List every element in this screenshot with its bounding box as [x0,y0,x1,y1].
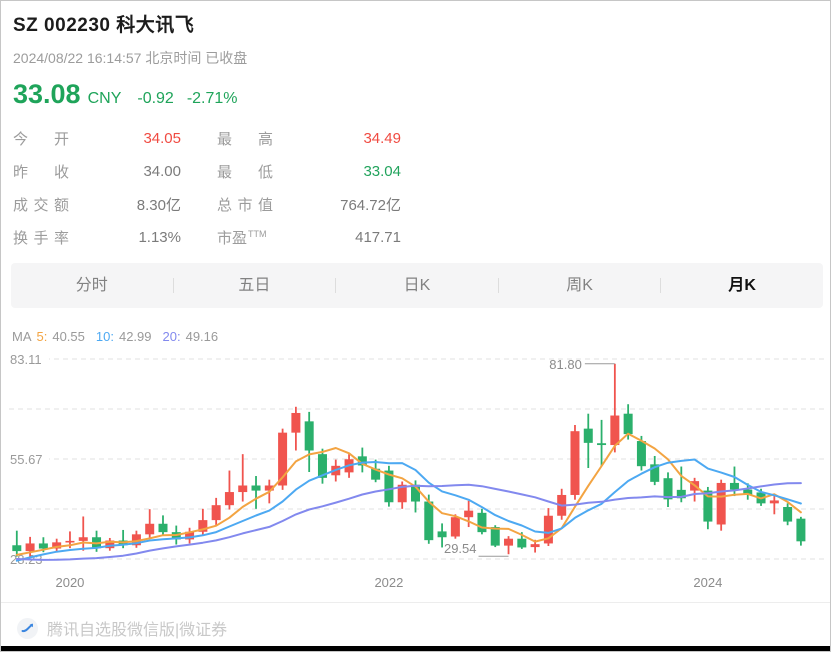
tab-divider [335,278,337,293]
stat-value-high: 34.49 [363,130,401,147]
tab-monthly-k[interactable]: 月K [728,277,756,294]
svg-text:81.80: 81.80 [549,357,582,372]
footer-brand-text: 腾讯自选股微信版|微证券 [47,622,228,639]
stat-value-market-cap: 764.72亿 [340,197,401,214]
svg-text:2020: 2020 [55,575,84,590]
ma20-key: 20: [162,329,181,344]
tab-daily-k[interactable]: 日K [403,277,431,294]
tab-divider [497,278,499,293]
chart-panel: MA 5: 40.55 10: 42.99 20: 49.16 83.11 55.… [1,326,831,602]
price-change-percent: -2.71% [186,90,238,107]
tab-minute[interactable]: 分时 [75,277,108,294]
ma-legend-prefix: MA [12,329,32,344]
stat-value-prev-close: 34.00 [143,163,181,180]
stat-value-low: 33.04 [363,163,401,180]
svg-text:83.11: 83.11 [10,352,42,367]
ma5-key: 5: [36,329,48,344]
ma10-key: 10: [95,329,114,344]
current-quote: 33.08 CNY -0.92 -2.71% [13,79,238,110]
svg-text:2024: 2024 [693,575,722,590]
stat-label-high: 最高 [217,131,273,148]
stat-value-turnover-amount: 8.30亿 [136,197,181,214]
stat-label-turnover-amount: 成交额 [13,197,69,214]
chart-period-tabbar: 分时 五日 日K 周K 月K [11,263,823,308]
stat-label-turnover-rate: 换手率 [13,230,69,247]
stat-label-open: 今开 [13,131,69,148]
stat-value-pe-ttm: 417.71 [355,229,401,246]
price-change: -0.92 [137,90,174,107]
tab-five-day[interactable]: 五日 [238,277,271,294]
footer-bar: 腾讯自选股微信版|微证券 [1,602,830,647]
quote-timestamp: 2024/08/22 16:14:57 北京时间 已收盘 [13,50,248,66]
svg-text:2022: 2022 [374,575,403,590]
current-price: 33.08 [13,79,81,109]
window-bottom-edge [1,646,830,651]
tab-divider [660,278,662,293]
ma10-value: 42.99 [118,329,152,344]
stat-value-turnover-rate: 1.13% [138,229,181,246]
svg-text:29.54: 29.54 [444,541,477,556]
stat-value-open: 34.05 [143,130,181,147]
stock-title: SZ 002230 科大讯飞 [13,15,195,36]
svg-text:55.67: 55.67 [10,452,43,467]
ma5-value: 40.55 [52,329,85,344]
tab-divider [172,278,174,293]
stat-label-market-cap: 总市值 [217,197,273,214]
ma-legend: MA 5: 40.55 10: 42.99 20: 49.16 [12,329,224,344]
footer-brand-link[interactable]: 腾讯自选股微信版|微证券 [17,616,227,640]
currency-label: CNY [87,90,122,107]
stat-label-low: 最低 [217,164,273,181]
ma20-value: 49.16 [185,329,219,344]
stat-label-pe-ttm: 市盈TTM [217,229,267,247]
tab-weekly-k[interactable]: 周K [566,277,593,294]
trend-arrow-icon [17,617,38,639]
quote-stats-grid: 今开 34.05 最高 34.49 昨收 34.00 最低 33.04 成交额 … [13,122,401,254]
stat-label-prev-close: 昨收 [13,164,69,181]
